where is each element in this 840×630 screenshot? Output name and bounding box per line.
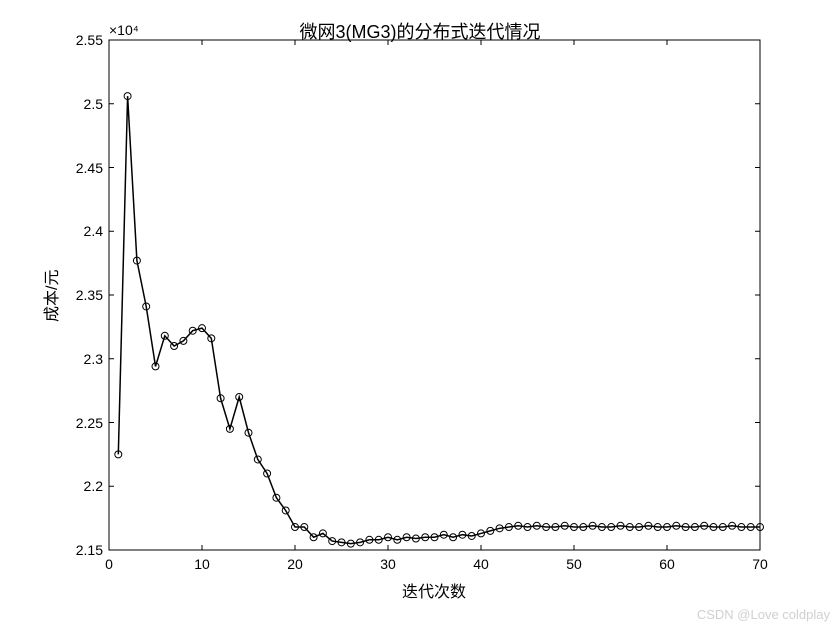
x-tick-label: 40 xyxy=(473,556,489,572)
y-tick-label: 2.3 xyxy=(84,351,103,367)
y-tick-label: 2.25 xyxy=(76,415,103,431)
y-tick-label: 2.35 xyxy=(76,287,103,303)
y-tick-label: 2.15 xyxy=(76,542,103,558)
y-tick-label: 2.55 xyxy=(76,32,103,48)
x-tick-label: 60 xyxy=(659,556,675,572)
chart-plot xyxy=(0,0,840,630)
y-tick-label: 2.4 xyxy=(84,223,103,239)
chart-container: 微网3(MG3)的分布式迭代情况 ×10⁴ 成本/元 迭代次数 01020304… xyxy=(0,0,840,630)
y-tick-label: 2.5 xyxy=(84,96,103,112)
watermark: CSDN @Love coldplay xyxy=(697,607,830,622)
x-tick-label: 50 xyxy=(566,556,582,572)
y-tick-label: 2.2 xyxy=(84,478,103,494)
x-tick-label: 70 xyxy=(752,556,768,572)
x-tick-label: 20 xyxy=(287,556,303,572)
y-tick-label: 2.45 xyxy=(76,160,103,176)
x-tick-label: 30 xyxy=(380,556,396,572)
x-tick-label: 0 xyxy=(105,556,113,572)
x-tick-label: 10 xyxy=(194,556,210,572)
